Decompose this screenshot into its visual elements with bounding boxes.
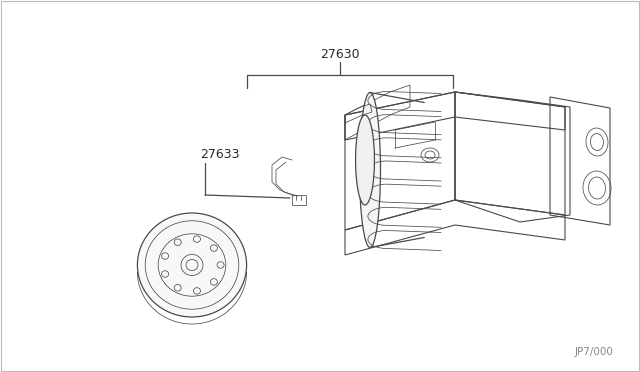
Text: 27630: 27630 bbox=[320, 48, 360, 61]
Ellipse shape bbox=[158, 234, 226, 296]
Ellipse shape bbox=[145, 221, 239, 309]
Ellipse shape bbox=[360, 93, 381, 247]
Text: 27633: 27633 bbox=[200, 148, 239, 161]
Ellipse shape bbox=[138, 213, 246, 317]
Text: JP7/000: JP7/000 bbox=[574, 347, 613, 357]
Ellipse shape bbox=[356, 115, 374, 205]
